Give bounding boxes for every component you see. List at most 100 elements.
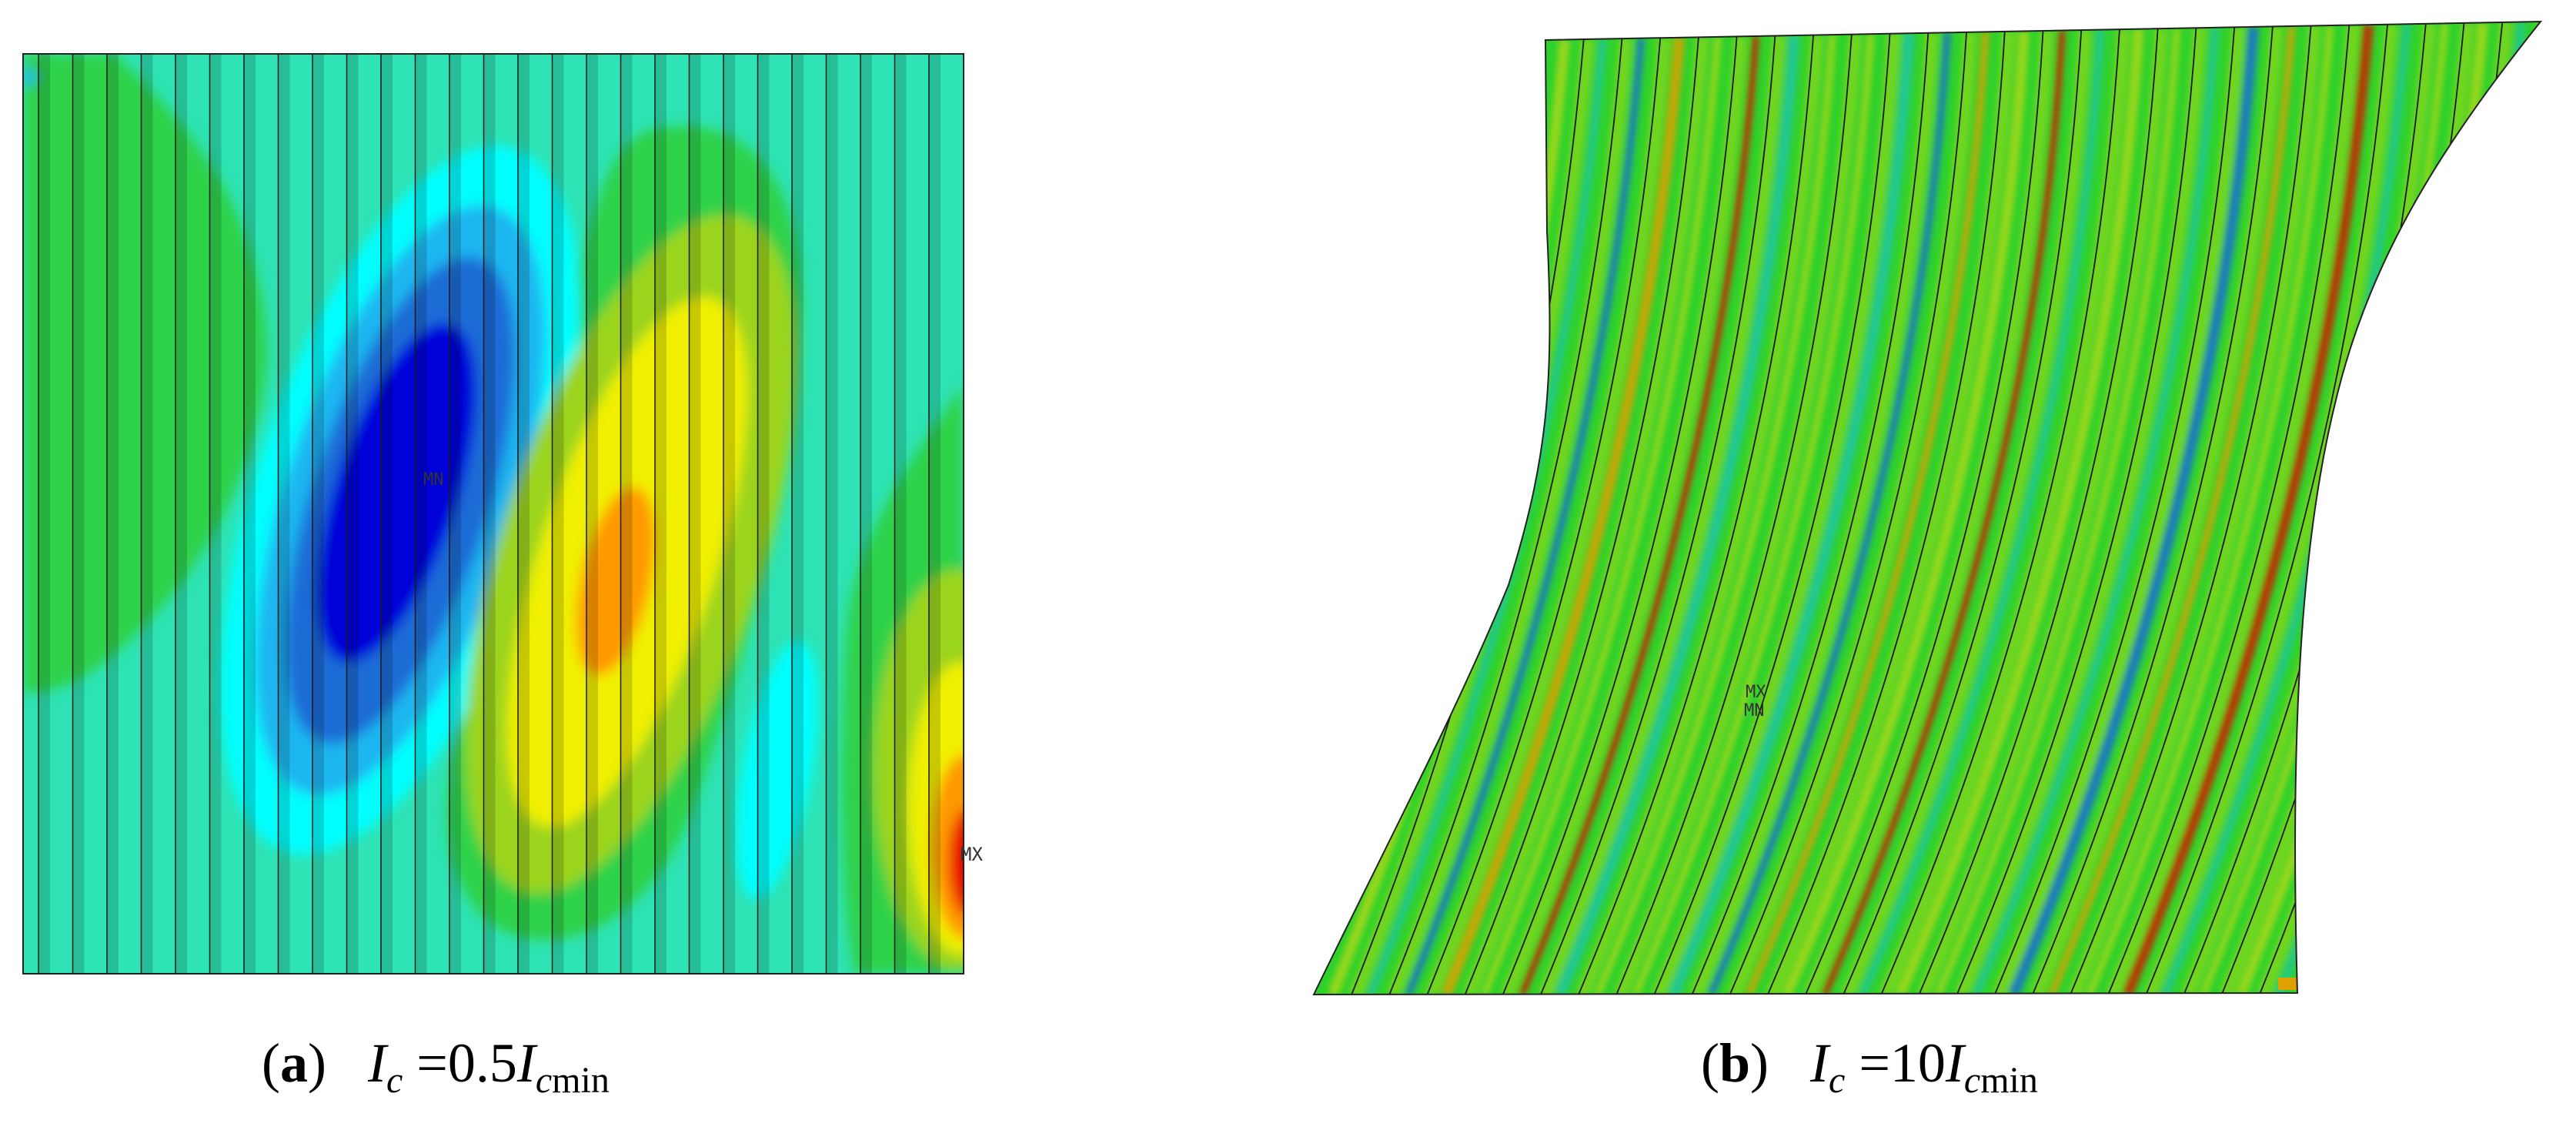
panel-b-band-light xyxy=(1500,35,1748,995)
panel-a-stiffener xyxy=(518,54,530,974)
panel-b-band xyxy=(1441,37,1686,995)
panel-a-stiffener xyxy=(449,54,461,974)
panel-b-band-light xyxy=(1575,34,1825,995)
panel-b-band-light xyxy=(2030,25,2284,995)
panel-b-band xyxy=(1895,28,2144,995)
panel-a-max-marker: MX xyxy=(961,844,983,865)
panel-b-stiffener xyxy=(1843,30,2083,995)
panel-b-band xyxy=(1481,36,1722,995)
panel-a-stiffener xyxy=(655,54,667,974)
panel-b-band-light xyxy=(1425,37,1672,995)
panel-b-stiffener xyxy=(1805,30,2044,995)
panel-a-stiffener xyxy=(244,54,256,974)
panel-a-stiffener xyxy=(278,54,290,974)
panel-a-orange-blob xyxy=(576,486,656,676)
caption-b-equals: =10 xyxy=(1859,1032,1946,1094)
panel-b-band-light xyxy=(1462,36,1709,995)
panel-a-stiffener xyxy=(175,54,187,974)
panel-b-stiffener xyxy=(1993,27,2236,995)
panel-a-green-left xyxy=(23,54,267,693)
panel-b-band xyxy=(1668,32,1915,995)
panel-b-band xyxy=(2008,26,2260,995)
panel-b-band-light xyxy=(2067,25,2322,995)
panel-b-base xyxy=(1314,22,2541,995)
panel-a-stiffener xyxy=(483,54,496,974)
panel-b-band xyxy=(1632,33,1875,995)
panel-b-stiffener xyxy=(1615,34,1853,995)
panel-b-band-light xyxy=(1916,28,2169,995)
panel-b-corner-marker xyxy=(2278,978,2309,990)
panel-b-stiffener xyxy=(1426,38,1662,995)
panel-b-stiffener xyxy=(1767,31,2006,995)
panel-b-band xyxy=(1746,32,1990,995)
panel-a-stiffener xyxy=(312,54,324,974)
panel-b-band-light xyxy=(2105,24,2360,995)
caption-a-close: ) xyxy=(307,1032,326,1094)
panel-b-stiffener xyxy=(1918,28,2159,995)
panel-b-band xyxy=(1859,29,2104,995)
panel-b-stiffener xyxy=(1653,33,1891,995)
panel-b-band-light xyxy=(1727,32,1977,995)
panel-a-border xyxy=(22,53,964,975)
caption-a-symbol: I xyxy=(367,1032,386,1094)
caption-a-equals: =0.5 xyxy=(416,1032,517,1094)
panel-b-stiffener xyxy=(1388,38,1623,995)
panel-b-band-light xyxy=(2143,23,2399,995)
panel-b-band xyxy=(2122,24,2374,995)
caption-b-subscript2: c xyxy=(1963,1060,1981,1101)
panel-b-marker-bottom: MN xyxy=(1744,701,1765,720)
contour-plot-b: MX MN xyxy=(1314,22,2541,995)
caption-a-subscript2-rest: min xyxy=(552,1060,610,1101)
panel-b-stiffener xyxy=(1956,28,2197,995)
panel-b-border xyxy=(1312,20,2543,996)
caption-b-close: ) xyxy=(1750,1032,1769,1094)
panel-b-band-light xyxy=(1765,31,2016,995)
caption-a: (a) Ic =0.5Icmin xyxy=(262,1031,610,1101)
panel-a-stiffener xyxy=(620,54,633,974)
panel-b-band xyxy=(1594,34,1836,995)
panel-b-band xyxy=(2048,25,2296,995)
panel-b-stiffener xyxy=(1578,35,1815,995)
panel-b-band-light xyxy=(1803,30,2054,995)
panel-b-band-light xyxy=(1954,27,2207,995)
panel-b-band-light xyxy=(1386,38,1633,995)
panel-b-stiffener xyxy=(1540,35,1776,995)
caption-b-letter: b xyxy=(1719,1032,1751,1094)
panel-a-stiffener xyxy=(107,54,119,974)
caption-b: (b) Ic =10Icmin xyxy=(1701,1031,2038,1101)
panel-b-band xyxy=(1821,30,2066,995)
panel-a-stiffener xyxy=(141,54,153,974)
panel-a-stiffener xyxy=(72,54,85,974)
panel-a-stiffener xyxy=(552,54,564,974)
panel-a-darkblue-blob xyxy=(316,323,477,663)
panel-b-band-light xyxy=(1840,29,2093,995)
caption-b-subscript: c xyxy=(1829,1060,1846,1101)
caption-a-symbol2: I xyxy=(516,1032,536,1094)
panel-a-stiffener xyxy=(792,54,804,974)
panel-a-stiffener xyxy=(415,54,427,974)
panel-b-band-light xyxy=(1538,35,1786,995)
panel-a-stiffener xyxy=(586,54,598,974)
panel-b-stiffener xyxy=(1880,29,2120,995)
panel-b-band-light xyxy=(1689,32,1940,995)
panel-b-marker-top: MX xyxy=(1746,683,1766,702)
panel-b-band xyxy=(1555,35,1800,995)
panel-b-band xyxy=(1934,28,2181,995)
panel-a-stiffener xyxy=(689,54,701,974)
panel-a-stiffener xyxy=(860,54,872,974)
panel-b-band xyxy=(1782,31,2030,995)
panel-a-stiffener xyxy=(346,54,359,974)
panel-b-stiffener xyxy=(2032,26,2274,995)
panel-b-band xyxy=(1405,38,1645,995)
panel-a-stiffener xyxy=(894,54,907,974)
panel-a-stiffener xyxy=(209,54,222,974)
panel-b-band xyxy=(1707,32,1951,995)
panel-a-stiffener xyxy=(929,54,941,974)
caption-b-subscript2-rest: min xyxy=(1980,1060,2038,1101)
panel-b-band xyxy=(1519,35,1760,995)
contour-plot-a: MN xyxy=(23,54,964,974)
panel-b-stiffener xyxy=(1729,32,1967,995)
caption-b-symbol2: I xyxy=(1945,1032,1964,1094)
